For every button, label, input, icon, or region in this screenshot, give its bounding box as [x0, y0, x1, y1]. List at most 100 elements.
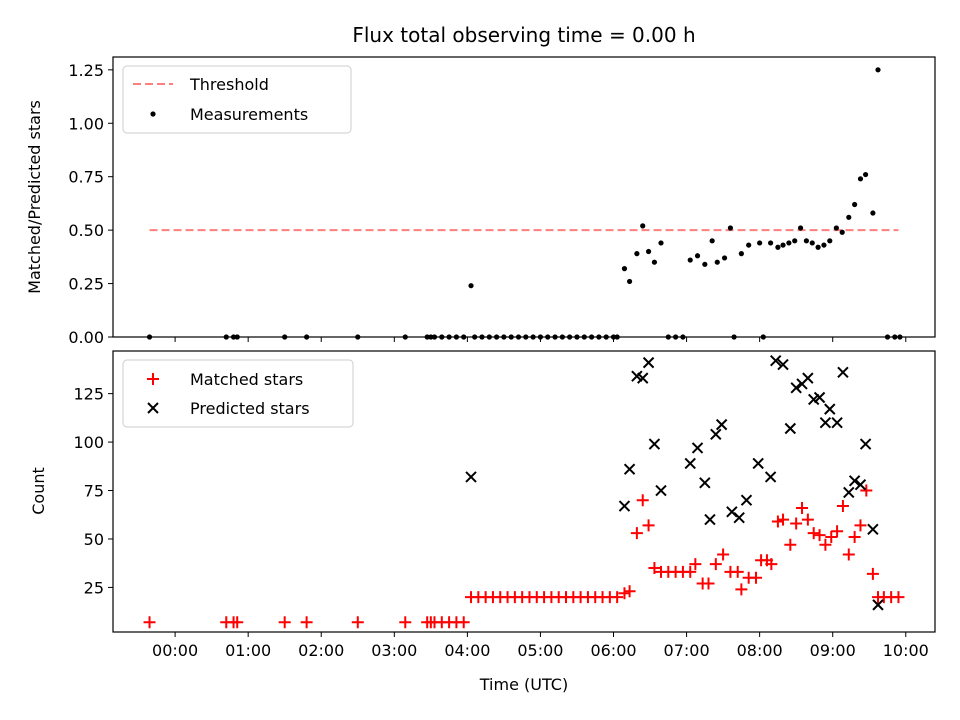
matched-stars-point — [777, 513, 790, 526]
measurement-point — [797, 225, 804, 231]
measurement-point — [875, 67, 881, 73]
measurement-point — [727, 225, 734, 231]
predicted-stars-point — [637, 372, 649, 384]
measurement-point — [780, 242, 786, 248]
predicted-stars-point — [777, 358, 789, 371]
matched-stars-point — [819, 538, 832, 551]
measurement-point — [839, 229, 845, 235]
measurement-point — [815, 244, 821, 250]
measurement-point — [846, 214, 852, 220]
measurement-point — [651, 259, 658, 265]
predicted-stars-point — [710, 428, 722, 441]
predicted-stars-point — [872, 599, 884, 611]
predicted-stars-point — [843, 486, 855, 499]
matched-stars-point — [796, 501, 809, 514]
matched-stars-point — [351, 616, 364, 629]
bottom-x-tick-label: 03:00 — [371, 641, 417, 660]
chart-title: Flux total observing time = 0.00 h — [352, 23, 695, 47]
legend-predicted-swatch — [147, 402, 159, 414]
legend-matched-swatch — [147, 373, 159, 385]
top-y-ticks: 0.00 0.25 0.50 0.75 1.00 1.25 — [68, 61, 113, 347]
bottom-legend: Matched stars Predicted stars — [122, 359, 354, 428]
matched-stars-point — [623, 585, 636, 598]
bottom-plot-marks — [143, 354, 905, 629]
top-y-tick-label: 1.00 — [68, 114, 104, 133]
measurement-point — [640, 223, 646, 229]
bottom-axes-frame — [112, 350, 936, 633]
matched-stars-point — [399, 616, 412, 629]
measurement-point — [821, 242, 827, 248]
bottom-x-tick-label: 01:00 — [225, 641, 271, 660]
legend-measurements-label: Measurements — [190, 105, 308, 124]
matched-stars-point — [731, 565, 744, 578]
matched-stars-point — [825, 531, 838, 544]
matched-stars-point — [611, 591, 624, 604]
predicted-stars-point — [699, 477, 711, 489]
predicted-stars-point — [740, 494, 753, 506]
predicted-stars-point — [684, 457, 696, 470]
predicted-stars-point — [465, 471, 477, 483]
matched-stars-point — [854, 519, 867, 532]
matched-stars-point — [231, 616, 244, 629]
matched-stars-point — [702, 577, 715, 590]
matched-stars-point — [618, 587, 631, 600]
matched-stars-point — [836, 500, 849, 513]
top-y-axis-label: Matched/Predicted stars — [25, 100, 44, 294]
bottom-x-tick-label: 02:00 — [298, 641, 344, 660]
measurement-point — [803, 238, 810, 244]
measurement-point — [827, 238, 833, 244]
measurement-point — [792, 238, 798, 244]
bottom-x-ticks: 00:00 01:00 02:00 03:00 04:00 05:00 06:00 07:00… — [152, 632, 929, 660]
top-y-tick-label: 0.75 — [68, 168, 104, 187]
bottom-y-tick-label: 125 — [73, 385, 104, 404]
bottom-panel: 25 50 75 100 125 00:00 01:00 02:00 03:00 04:00 05… — [29, 350, 936, 694]
predicted-stars-point — [770, 354, 782, 367]
matched-stars-point — [735, 583, 748, 596]
predicted-stars-point — [648, 438, 661, 450]
bottom-y-tick-label: 25 — [84, 578, 104, 597]
measurement-point — [658, 240, 664, 246]
top-y-tick-label: 0.50 — [68, 221, 104, 240]
matched-stars-point — [813, 529, 826, 542]
measurement-point — [714, 259, 720, 265]
predicted-stars-point — [733, 511, 745, 524]
matched-stars-point — [457, 616, 470, 629]
bottom-y-tick-label: 100 — [73, 433, 104, 452]
predicted-stars-point — [623, 463, 636, 475]
bottom-y-ticks: 25 50 75 100 125 — [73, 385, 113, 597]
bottom-x-tick-label: 07:00 — [664, 641, 710, 660]
legend-measurements-swatch — [150, 111, 156, 117]
predicted-stars-point — [837, 366, 849, 379]
measurement-point — [852, 201, 858, 208]
matched-stars-point — [784, 538, 797, 551]
measurement-point — [634, 251, 640, 257]
predicted-stars-point — [752, 457, 764, 470]
bottom-x-axis-label: Time (UTC) — [479, 675, 568, 694]
predicted-stars-point — [715, 418, 728, 431]
bottom-x-tick-label: 05:00 — [517, 641, 563, 660]
matched-stars-point — [709, 558, 722, 571]
measurement-point — [468, 283, 474, 289]
bottom-x-tick-label: 04:00 — [444, 641, 490, 660]
matched-stars-point — [848, 531, 861, 544]
bottom-x-tick-label: 00:00 — [152, 641, 198, 660]
predicted-stars-point — [655, 484, 667, 497]
measurement-point — [757, 240, 763, 246]
bottom-x-tick-label: 10:00 — [883, 641, 929, 660]
predicted-stars-point — [642, 356, 655, 369]
predicted-stars-point — [618, 500, 631, 512]
bottom-legend-box — [122, 359, 354, 428]
top-axes-frame — [112, 56, 936, 338]
matched-stars-point — [648, 562, 661, 575]
predicted-stars-point — [704, 513, 716, 526]
measurement-point — [746, 242, 752, 248]
matched-stars-point — [842, 548, 855, 561]
measurement-point — [738, 251, 744, 257]
top-panel: 0.00 0.25 0.50 0.75 1.00 1.25 Matched/Predict… — [25, 56, 936, 347]
matched-stars-point — [143, 616, 156, 629]
matched-stars-point — [771, 515, 784, 528]
top-x-ticks — [174, 337, 907, 342]
bottom-y-tick-label: 75 — [84, 482, 104, 501]
predicted-stars-point — [726, 506, 738, 518]
